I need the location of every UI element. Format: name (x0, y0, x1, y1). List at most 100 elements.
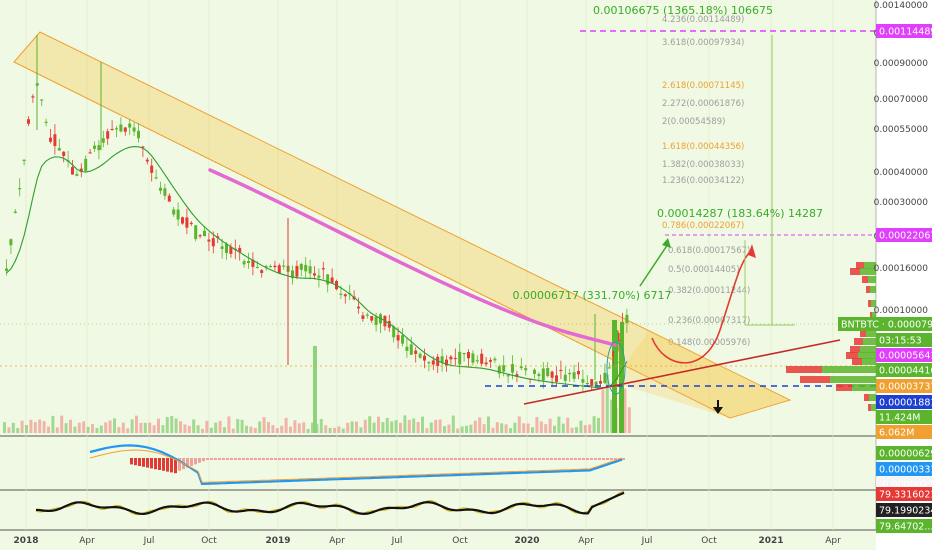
macd-histogram-bar (606, 458, 609, 460)
macd-tag (876, 446, 932, 460)
candle-body (423, 355, 426, 361)
macd-histogram-bar (318, 458, 321, 460)
macd-histogram-bar (218, 458, 221, 460)
volume-bar (11, 422, 15, 433)
macd-histogram-bar (178, 458, 181, 471)
price-tags: 0.00114489 0.00022067 BNTBTC · 0.00007963 0… (838, 24, 932, 533)
volume-bar (201, 428, 204, 433)
rsi-tag-label: 79.33160212 (879, 490, 932, 501)
candle-body (436, 356, 440, 366)
candle-body (493, 358, 497, 361)
profile-bar-sell (800, 376, 830, 383)
volume-bar (170, 416, 174, 433)
macd-tag-label: 0.00000331 (879, 465, 932, 476)
candle-body (242, 261, 246, 265)
signal-line (89, 449, 623, 483)
volume-bar (38, 419, 42, 433)
macd-histogram-bar (242, 458, 245, 460)
volume-bar (416, 421, 420, 433)
candle-body (405, 346, 409, 351)
macd-histogram-bar (162, 458, 165, 471)
candle-body (581, 379, 585, 383)
candle-body (339, 293, 343, 295)
fib-level-label: 0.618(0.00017567) (668, 246, 750, 256)
volume-bar (346, 422, 350, 433)
volume-bar (531, 427, 534, 433)
volume-bar (77, 422, 81, 433)
volume-bar (575, 427, 578, 433)
profile-bar-sell (846, 352, 858, 359)
fib-level-label: 2.272(0.00061876) (662, 99, 744, 109)
volume-bar (350, 421, 354, 433)
price-tag (876, 410, 932, 424)
volume-bar (135, 415, 138, 433)
candle-body (546, 368, 550, 377)
macd-histogram-bar (134, 458, 137, 466)
macd-histogram-bar (190, 458, 193, 466)
volume-bar (355, 421, 358, 433)
volume-bar (174, 418, 178, 433)
macd-histogram-bar (454, 458, 457, 460)
volume-bar (192, 419, 196, 433)
macd-histogram-bar (170, 458, 173, 473)
fib-level-label: 4.236(0.00114489) (662, 15, 744, 25)
volume-bar (473, 420, 477, 433)
macd-histogram-bar (294, 458, 297, 460)
macd-histogram-bar (450, 458, 453, 460)
candle-body (150, 165, 154, 173)
candle-body (172, 209, 176, 215)
candle-body (612, 351, 616, 357)
volume-bar (553, 425, 556, 433)
macd-histogram-bar (494, 458, 497, 460)
macd-histogram-bar (502, 458, 505, 460)
candle-body (616, 332, 620, 342)
profile-bar-buy (871, 300, 876, 307)
profile-bar-buy (862, 358, 876, 365)
candle-body (572, 372, 576, 379)
macd-histogram-bar (518, 458, 521, 460)
profile-bar-buy (863, 338, 876, 345)
fib-level-label: 2.618(0.00071145) (662, 81, 744, 91)
macd-histogram-bar (306, 458, 309, 460)
macd-histogram-bar (262, 458, 265, 460)
profile-bar-buy (860, 346, 876, 353)
fib-extension: 4.236(0.00114489) 3.618(0.00097934) 2.618(… (662, 15, 750, 348)
volume-bar (280, 425, 284, 433)
candle-body (467, 352, 470, 359)
macd-histogram-bar (322, 458, 325, 460)
profile-bar-sell (866, 286, 870, 293)
macd-histogram-bar (138, 458, 141, 466)
candle-body (458, 351, 462, 365)
volume-bar (465, 425, 468, 433)
x-tick-label: Apr (79, 536, 95, 546)
macd-histogram-bar (366, 458, 369, 460)
candle-body (277, 265, 281, 274)
price-tag-label: 03:15:53 (879, 336, 922, 347)
profile-bar-sell (854, 338, 863, 345)
volume-bar (152, 425, 156, 433)
target-annotation-1: 0.00106675 (1365.18%) 106675 (593, 4, 773, 17)
candle-body (357, 306, 360, 309)
volume-bar (214, 422, 218, 433)
volume-bar (434, 419, 438, 433)
macd-histogram-bar (270, 458, 273, 460)
volume-bar (218, 420, 222, 433)
macd-histogram-bar (482, 458, 485, 460)
macd-histogram-bar (586, 458, 589, 460)
volume-bar (95, 427, 99, 433)
macd-histogram-bar (214, 458, 217, 460)
candle-body (537, 373, 541, 376)
volume-bar (121, 422, 125, 433)
candle-body (559, 369, 563, 372)
profile-bar-buy (852, 384, 876, 391)
macd-histogram-bar (478, 458, 481, 460)
x-tick-label: Jul (391, 536, 403, 546)
y-tick-label: 0.00030000 (874, 198, 929, 208)
volume-bar (55, 427, 59, 433)
profile-bar-sell (786, 366, 822, 373)
macd-histogram-bar (158, 458, 161, 470)
macd-histogram-bar (578, 458, 581, 460)
candle-body (506, 375, 510, 377)
volume-bar (469, 424, 473, 433)
